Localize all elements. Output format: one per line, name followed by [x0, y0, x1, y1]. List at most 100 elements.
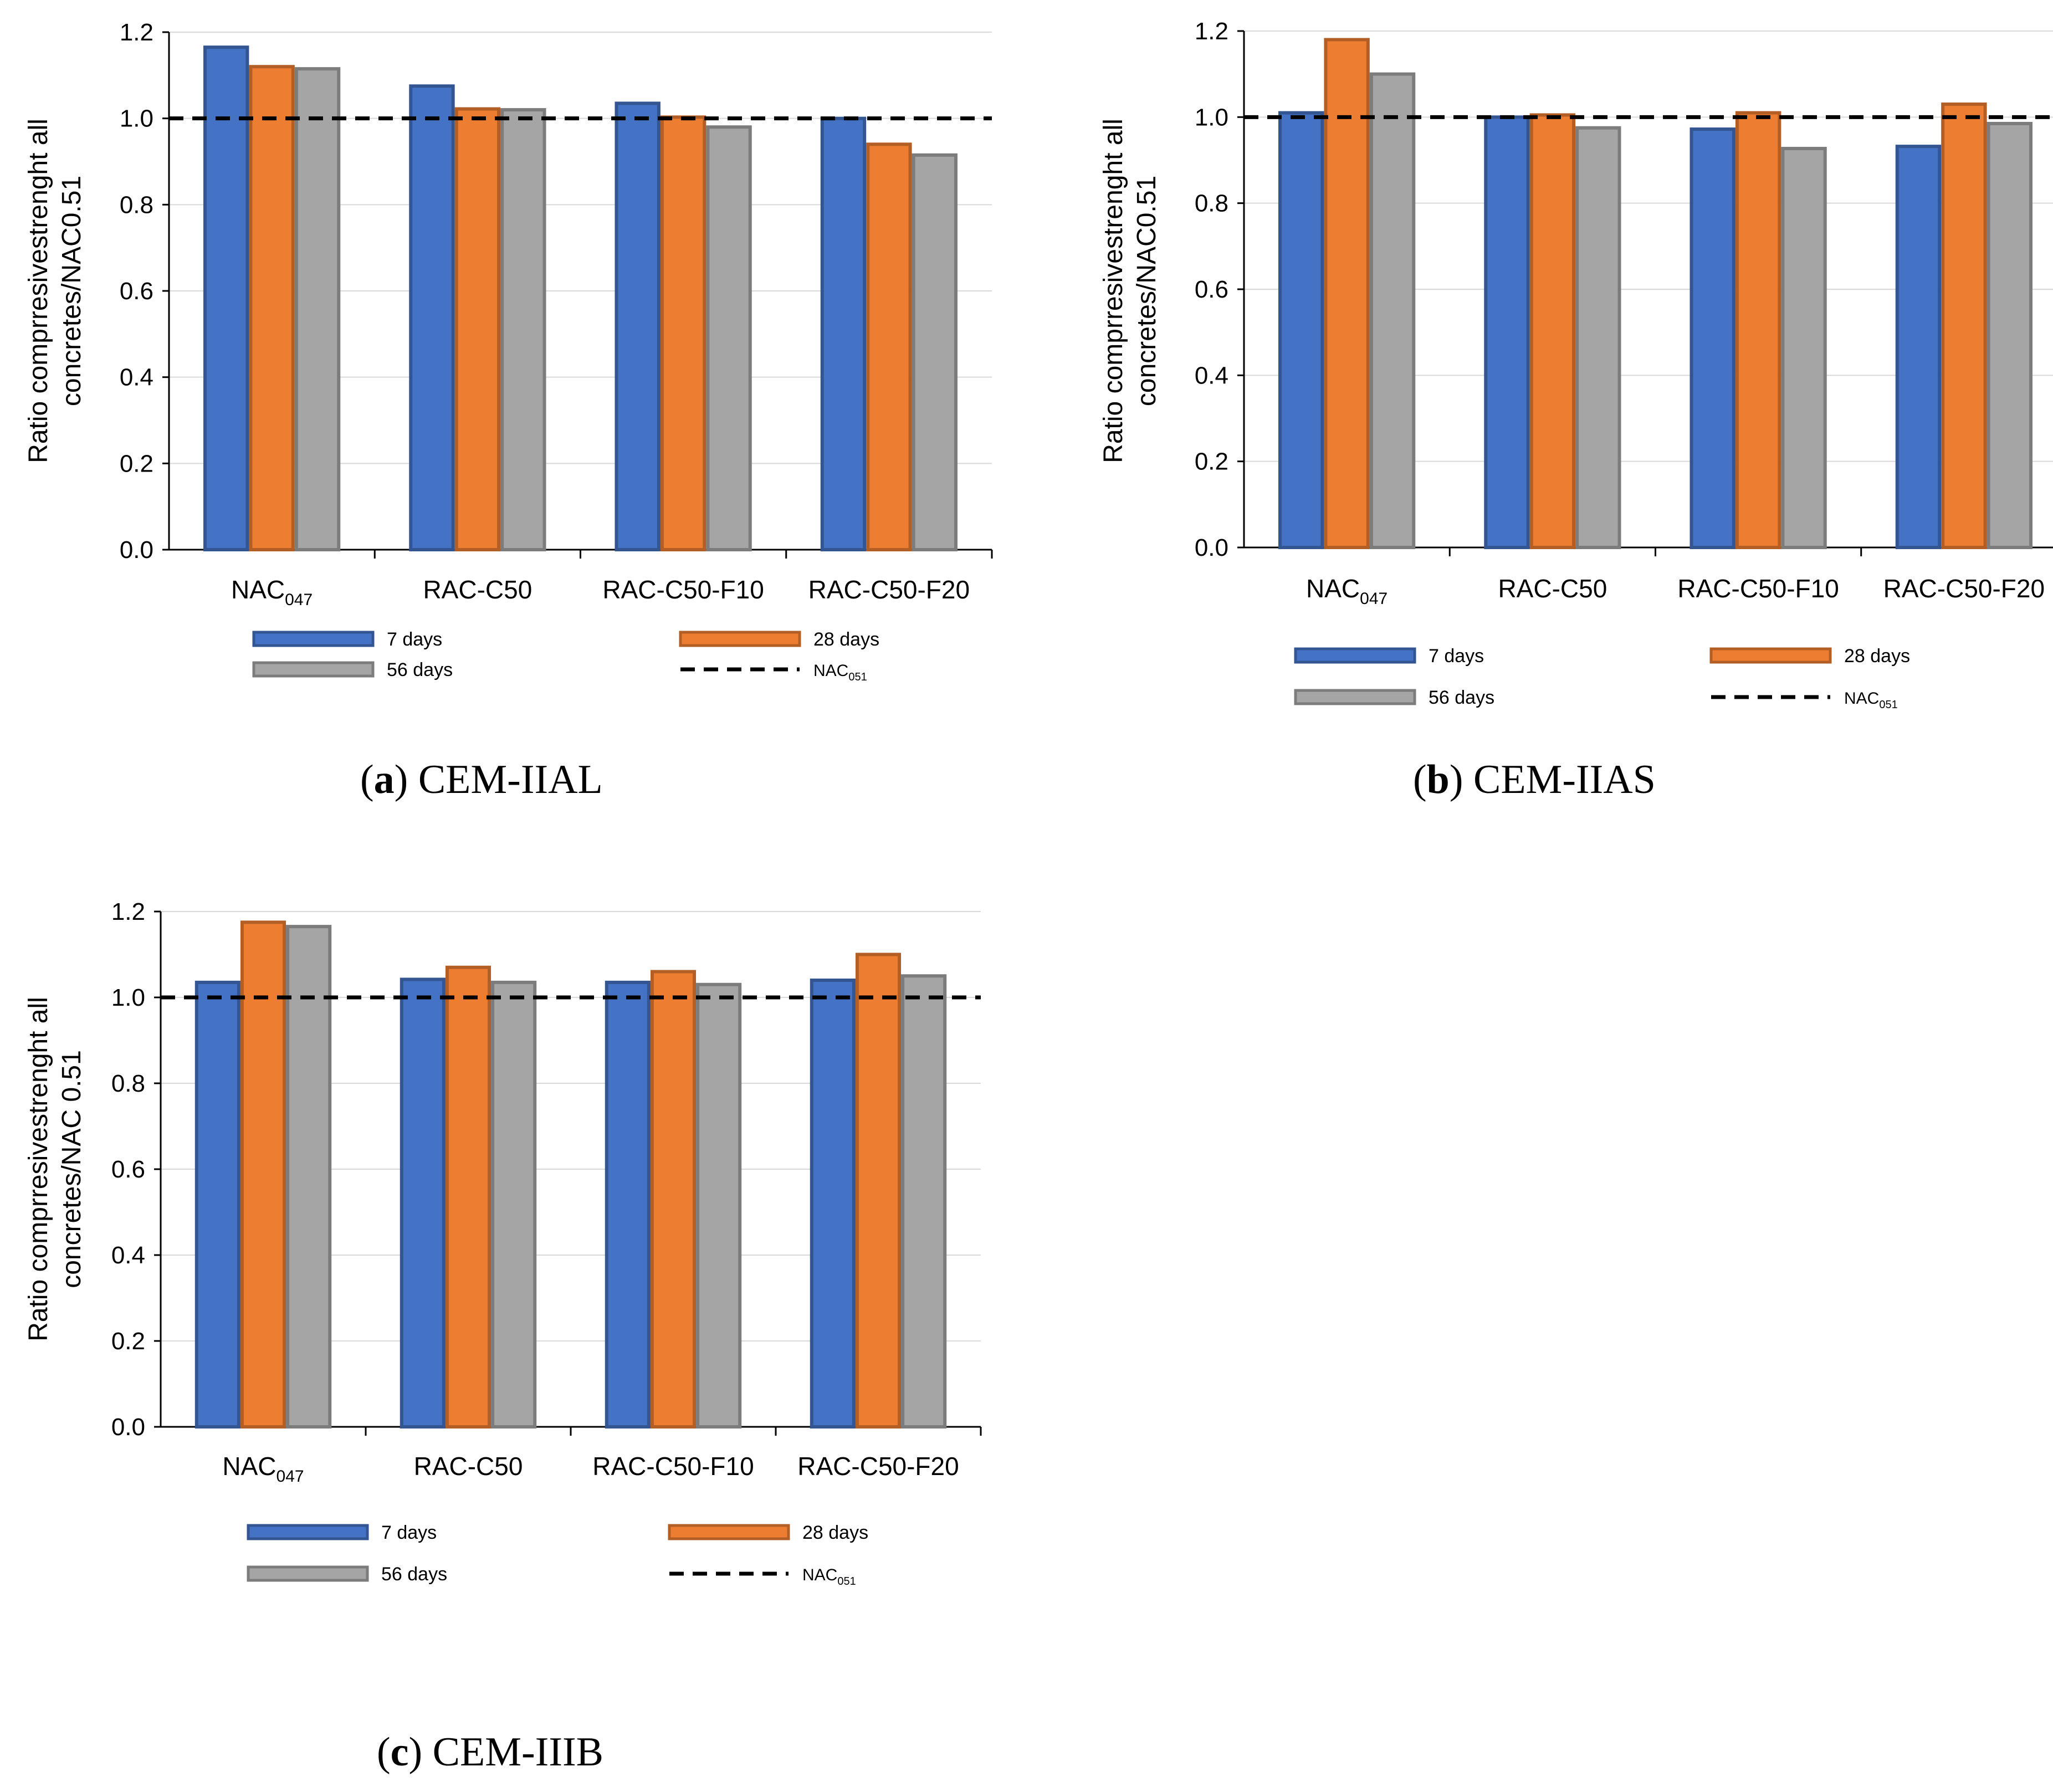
y-tick-label-0: 0.0 [1195, 534, 1228, 561]
x-tick-label-0-base: NAC [1306, 574, 1360, 603]
bar-56days-2 [1781, 147, 1827, 549]
bar-7days-0 [203, 45, 249, 552]
y-tick-label-4: 0.8 [111, 1070, 145, 1097]
legend-label-reference: NAC051 [802, 1566, 856, 1588]
x-tick-label-0: NAC047 [1306, 574, 1388, 608]
legend-label-28days: 28 days [802, 1522, 868, 1543]
bar-56days-2 [696, 982, 742, 1429]
y-axis-label: Ratio comprresivestrenght all concretes/N… [24, 997, 86, 1342]
legend-label-7days: 7 days [1429, 646, 1484, 667]
y-axis-label: Ratio comprresivestrenght all concretes/N… [24, 119, 86, 463]
bar-56days-1 [1575, 126, 1621, 549]
bar-7days-2 [605, 980, 651, 1429]
legend-label-28days: 28 days [1844, 646, 1910, 667]
x-tick-label-0-sub: 047 [277, 1467, 304, 1486]
y-tick-label-1: 0.2 [111, 1328, 145, 1355]
bar-56days-3 [912, 153, 958, 551]
chart-b-svg: 0.0 0.2 0.4 0.6 0.8 1.0 1.2 Ratio comprresivest… [1099, 18, 2053, 711]
bar-7days-0 [194, 980, 240, 1429]
legend-label-28days: 28 days [813, 629, 879, 650]
y-axis-label-line1: Ratio comprresivestrenght all [1099, 119, 1128, 463]
legend-label-reference-base: NAC [802, 1566, 837, 1584]
y-tick-label-3: 0.6 [1195, 276, 1228, 303]
y-tick-label-1: 0.2 [1195, 448, 1228, 475]
y-tick-label-2: 0.4 [1195, 362, 1228, 389]
x-tick-label-2: RAC-C50-F10 [602, 575, 764, 604]
bar-7days-0 [1278, 111, 1324, 550]
x-tick-label-3: RAC-C50-F20 [797, 1452, 959, 1481]
x-tick-label-1-base: RAC-C50 [1498, 574, 1607, 603]
bar-28days-2 [660, 115, 706, 551]
legend-label-reference-base: NAC [1844, 689, 1879, 708]
bar-56days-2 [706, 125, 752, 551]
bar-56days-1 [500, 108, 546, 552]
y-tick-label-6: 1.2 [120, 19, 153, 46]
x-tick-label-1-base: RAC-C50 [414, 1452, 523, 1481]
x-tick-label-0-base: NAC [231, 575, 285, 604]
x-tick-label-0-sub: 047 [285, 591, 313, 609]
y-axis-label: Ratio comprresivestrenght all concretes/N… [1099, 119, 1161, 463]
bar-7days-3 [1895, 145, 1942, 549]
legend-label-7days: 7 days [387, 629, 442, 650]
legend-swatch-7days [1294, 647, 1416, 664]
x-tick-label-3-base: RAC-C50-F20 [797, 1452, 959, 1481]
y-tick-label-3: 0.6 [111, 1156, 145, 1183]
bar-28days-2 [1735, 111, 1781, 550]
x-tick-label-1-base: RAC-C50 [423, 575, 532, 604]
x-tick-label-1: RAC-C50 [414, 1452, 523, 1481]
y-tick-label-6: 1.2 [111, 898, 145, 925]
caption-c: (c) CEM-IIIB [377, 1729, 603, 1775]
y-tick-label-2: 0.4 [111, 1242, 145, 1269]
legend-swatch-28days [1709, 647, 1832, 664]
bar-7days-1 [400, 977, 446, 1429]
y-axis-label-line2: concretes/NAC0.51 [57, 176, 86, 406]
legend-swatch-7days [252, 631, 375, 647]
chart-a-svg: 0.0 0.2 0.4 0.6 0.8 1.0 1.2 Ratio comprresivest… [24, 19, 993, 683]
x-tick-label-2-base: RAC-C50-F10 [592, 1452, 754, 1481]
y-axis-label-line1: Ratio comprresivestrenght all [24, 119, 53, 463]
caption-b: (b) CEM-IIAS [1413, 757, 1656, 802]
bar-28days-3 [866, 142, 912, 552]
legend-swatch-56days [247, 1565, 369, 1582]
legend-label-56days: 56 days [381, 1564, 447, 1585]
bar-7days-1 [409, 84, 455, 551]
x-tick-label-3-base: RAC-C50-F20 [1883, 574, 2045, 603]
legend-swatch-28days [668, 1524, 790, 1540]
legend-label-reference: NAC051 [813, 662, 867, 683]
bar-7days-3 [810, 979, 856, 1429]
y-tick-label-5: 1.0 [111, 984, 145, 1011]
legend-label-reference-sub: 051 [848, 671, 867, 683]
bar-7days-2 [1689, 127, 1735, 549]
y-tick-label-0: 0.0 [120, 536, 153, 564]
bar-28days-0 [249, 65, 295, 552]
x-tick-label-0-base: NAC [222, 1452, 276, 1481]
x-tick-label-2-base: RAC-C50-F10 [602, 575, 764, 604]
x-tick-label-1: RAC-C50 [423, 575, 532, 604]
bar-56days-0 [286, 925, 332, 1429]
legend-label-56days: 56 days [387, 659, 453, 680]
y-tick-label-5: 1.0 [120, 105, 153, 132]
x-tick-label-3: RAC-C50-F20 [808, 575, 970, 604]
bar-7days-2 [615, 101, 661, 552]
legend-swatch-56days [1294, 689, 1416, 705]
legend-label-reference-sub: 051 [837, 1575, 856, 1588]
x-tick-label-3: RAC-C50-F20 [1883, 574, 2045, 603]
bar-28days-0 [240, 920, 286, 1429]
legend-label-reference-sub: 051 [1879, 699, 1897, 711]
bar-28days-3 [1941, 103, 1987, 550]
y-tick-label-4: 0.8 [120, 191, 153, 218]
legend-swatch-7days [247, 1524, 369, 1540]
bar-28days-3 [855, 953, 902, 1429]
bar-28days-0 [1324, 38, 1370, 550]
y-axis-label-line1: Ratio comprresivestrenght all [24, 997, 53, 1342]
y-tick-label-1: 0.2 [120, 450, 153, 477]
legend-swatch-56days [252, 661, 375, 678]
bar-56days-3 [1987, 121, 2033, 549]
bar-28days-2 [650, 970, 697, 1429]
bar-7days-3 [820, 116, 867, 551]
bar-28days-1 [1529, 113, 1576, 549]
y-tick-label-5: 1.0 [1195, 104, 1228, 131]
x-tick-label-0: NAC047 [222, 1452, 304, 1486]
bar-56days-3 [901, 974, 947, 1429]
chart-c-svg: 0.0 0.2 0.4 0.6 0.8 1.0 1.2 Ratio comprresivest… [24, 898, 982, 1588]
